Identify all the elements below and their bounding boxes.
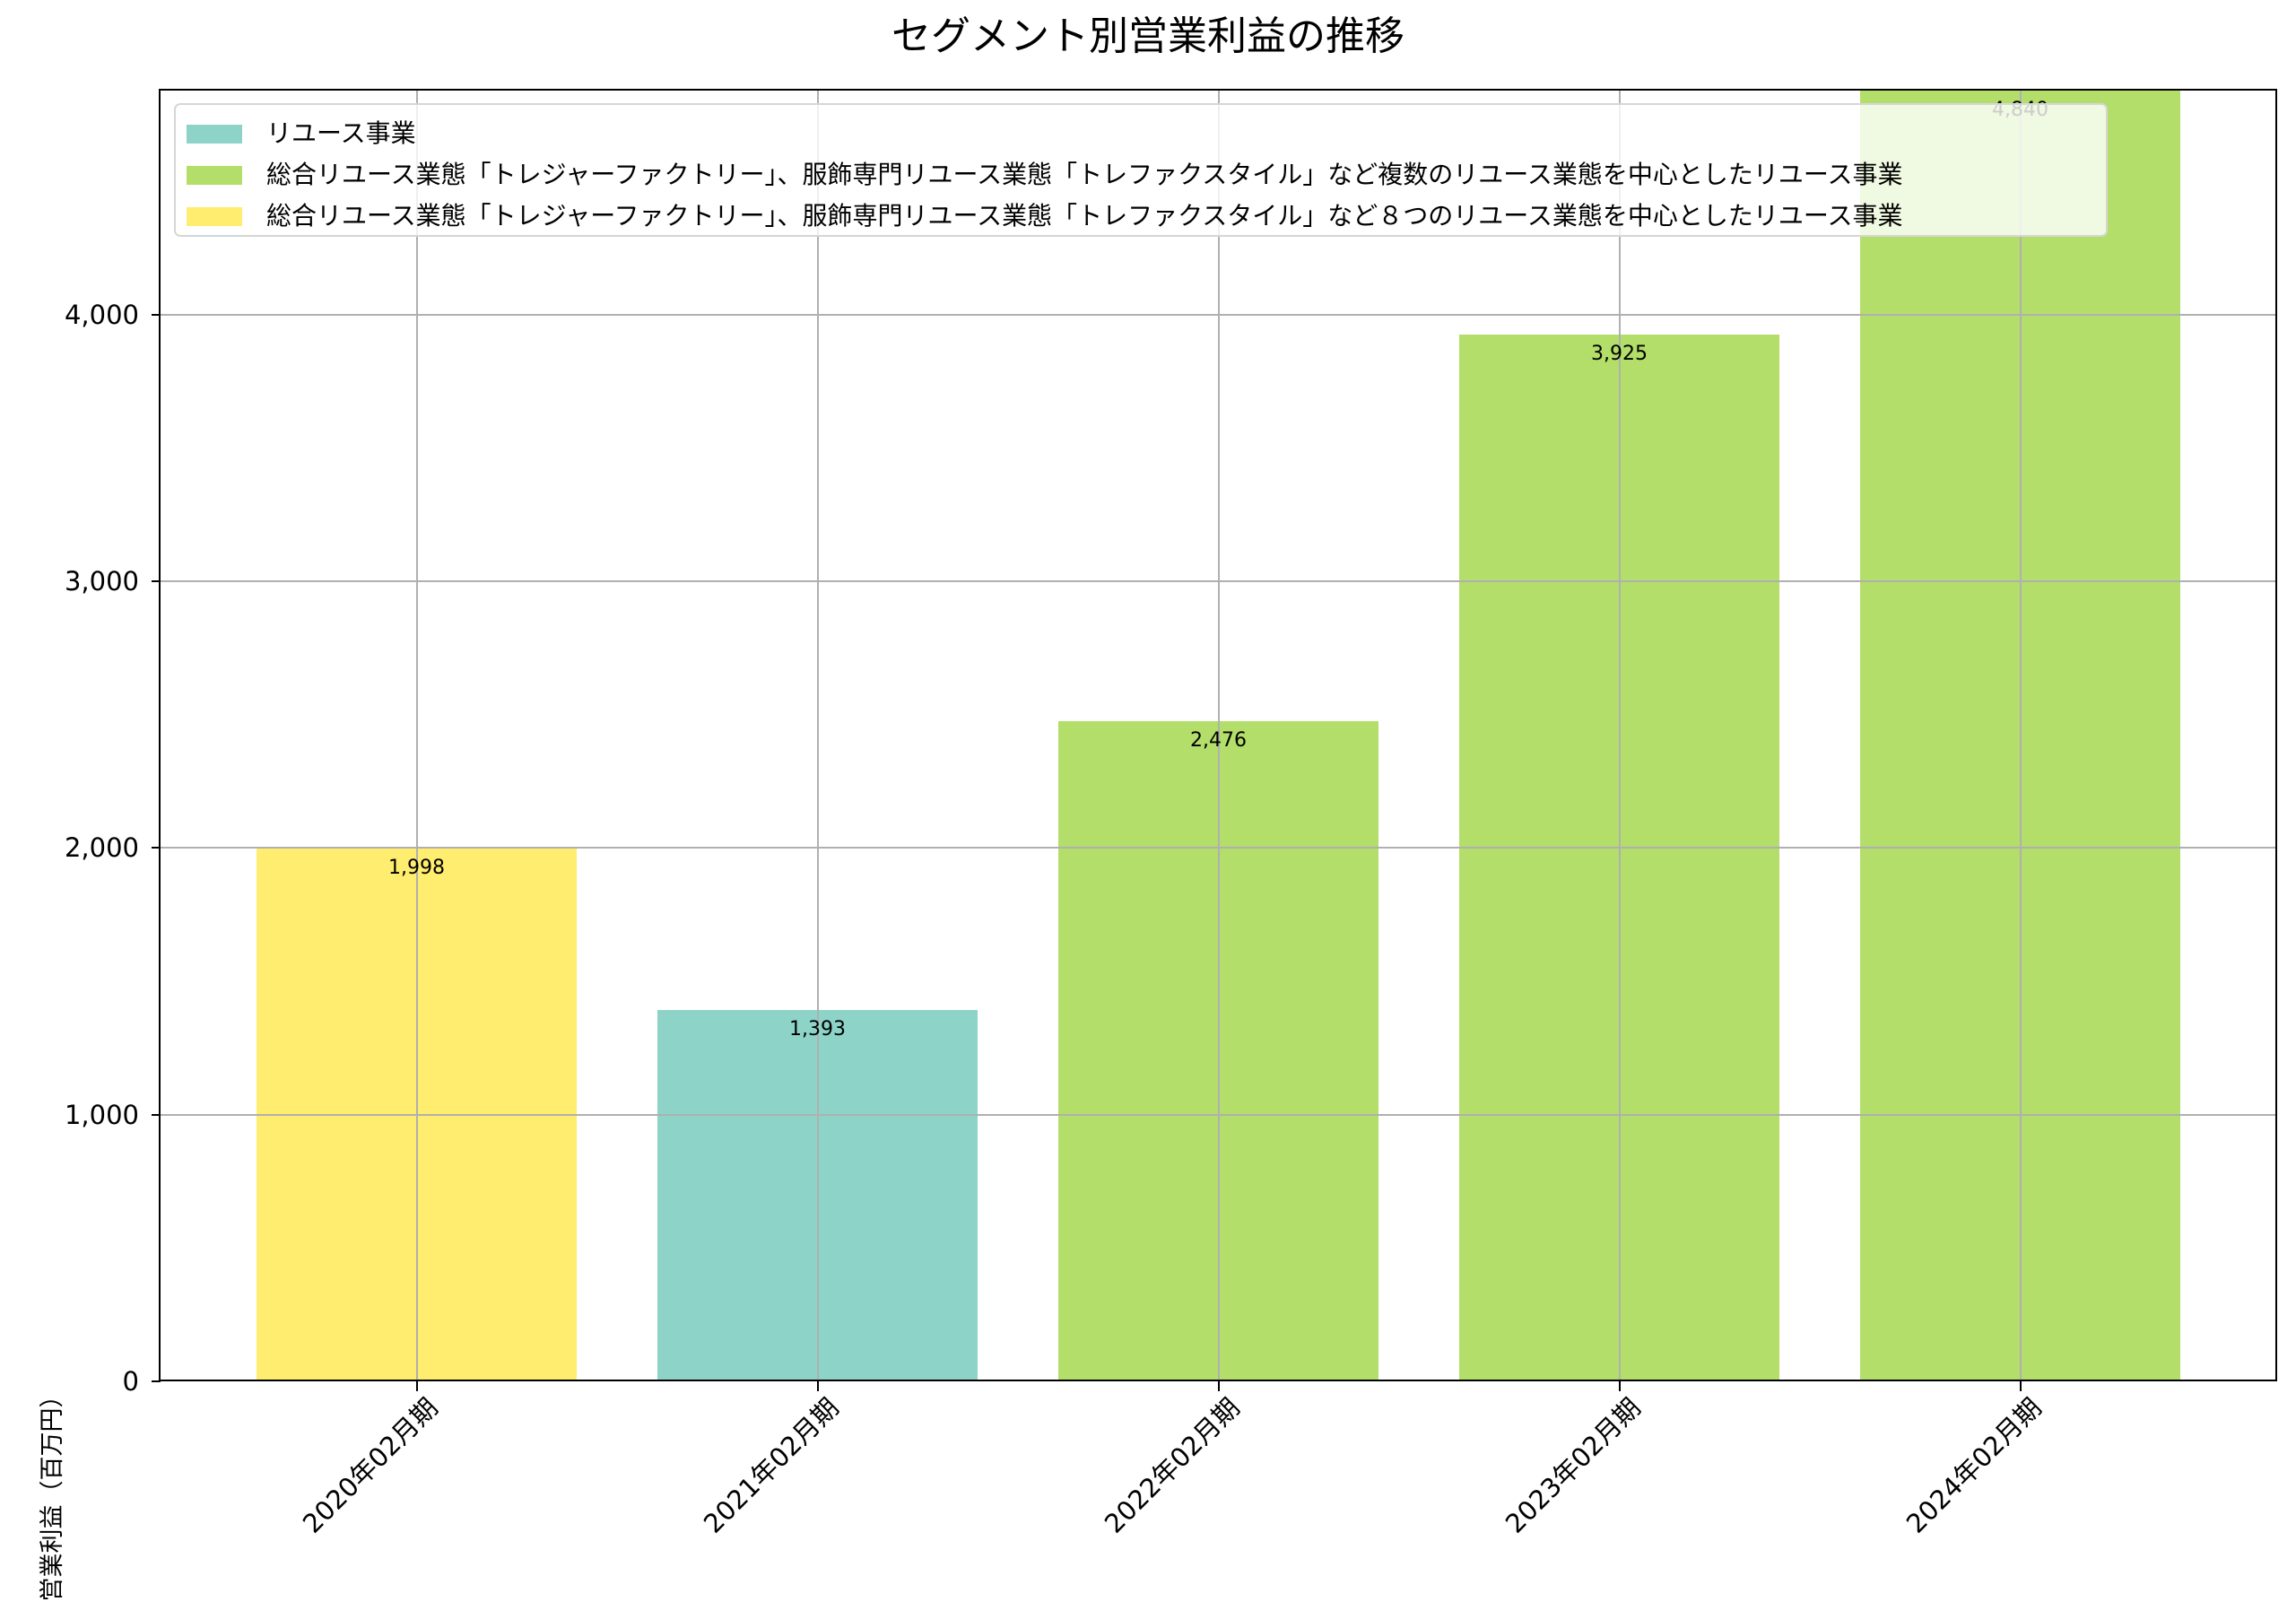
legend: リユース事業 総合リユース業態「トレジャーファクトリー」、服飾専門リユース業態「…	[174, 103, 2108, 237]
y-tick-label: 2,000	[64, 832, 139, 864]
legend-label: 総合リユース業態「トレジャーファクトリー」、服飾専門リユース業態「トレファクスタ…	[266, 201, 1903, 231]
y-tick-label: 4,000	[64, 299, 139, 330]
legend-item-multiple-formats: 総合リユース業態「トレジャーファクトリー」、服飾専門リユース業態「トレファクスタ…	[187, 157, 1903, 193]
legend-item-reuse: リユース事業	[187, 116, 416, 152]
bar-value-label: 3,925	[1591, 343, 1648, 366]
gridline-vertical	[1217, 91, 1220, 1381]
x-tick	[1618, 1381, 1621, 1391]
y-tick-label: 1,000	[64, 1099, 139, 1130]
gridline-horizontal	[161, 1113, 2277, 1116]
x-tick	[816, 1381, 819, 1391]
bar-value-label: 1,998	[388, 856, 445, 879]
x-tick	[1217, 1381, 1220, 1391]
chart-title: セグメント別営業利益の推移	[891, 13, 1405, 59]
x-tick-label: 2023年02月期	[1499, 1392, 1647, 1539]
bar-value-label: 2,476	[1190, 728, 1247, 752]
gridline-horizontal	[161, 580, 2277, 583]
x-tick-label: 2024年02月期	[1900, 1392, 2048, 1539]
legend-label: 総合リユース業態「トレジャーファクトリー」、服飾専門リユース業態「トレファクスタ…	[266, 160, 1903, 189]
y-tick	[152, 313, 161, 316]
legend-swatch	[187, 165, 242, 185]
x-tick	[2019, 1381, 2022, 1391]
y-tick-label: 0	[122, 1366, 139, 1397]
x-tick-label: 2021年02月期	[697, 1392, 845, 1539]
y-tick	[152, 1380, 161, 1382]
y-tick-label: 3,000	[64, 566, 139, 597]
gridline-horizontal	[161, 847, 2277, 849]
gridline-vertical	[1618, 91, 1621, 1381]
y-tick	[152, 580, 161, 583]
x-tick-label: 2020年02月期	[296, 1392, 444, 1539]
y-axis-label: 営業利益（百万円）	[39, 1383, 66, 1602]
legend-item-eight-formats: 総合リユース業態「トレジャーファクトリー」、服飾専門リユース業態「トレファクスタ…	[187, 198, 1903, 234]
y-tick	[152, 847, 161, 849]
gridline-vertical	[2019, 91, 2022, 1381]
gridline-vertical	[816, 91, 819, 1381]
bar-value-label: 1,393	[789, 1017, 846, 1040]
gridline-horizontal	[161, 313, 2277, 316]
x-tick	[415, 1381, 418, 1391]
x-tick-label: 2022年02月期	[1098, 1392, 1246, 1539]
gridline-vertical	[415, 91, 418, 1381]
legend-label: リユース事業	[266, 118, 416, 148]
legend-swatch	[187, 124, 242, 144]
legend-swatch	[187, 206, 242, 226]
y-tick	[152, 1113, 161, 1116]
